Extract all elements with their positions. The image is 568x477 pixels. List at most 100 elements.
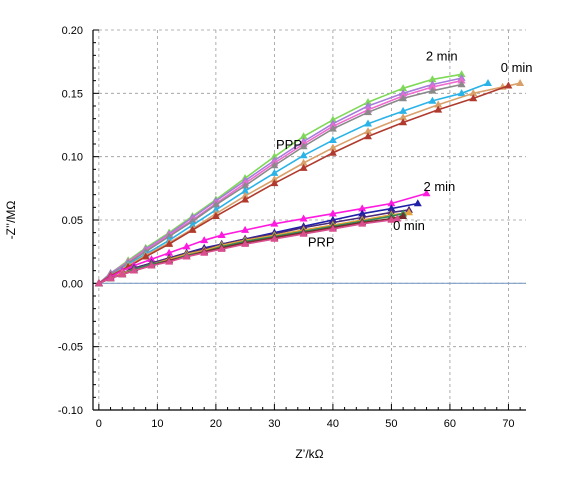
x-tick-label: 70 (502, 418, 514, 430)
data-point-marker (434, 100, 443, 108)
data-point-marker (387, 199, 396, 207)
data-point-marker (188, 217, 197, 225)
data-point-marker (217, 231, 226, 238)
data-point-marker (147, 261, 156, 269)
data-point-marker (457, 76, 466, 84)
data-point-marker (299, 163, 308, 171)
data-point-marker (364, 119, 372, 127)
annotation-label: PRP (308, 235, 335, 250)
data-point-marker (94, 279, 103, 287)
data-point-marker (457, 80, 466, 88)
x-tick-label: 10 (151, 418, 163, 430)
series-path (98, 82, 489, 284)
annotation-label: 0 min (501, 60, 533, 75)
y-tick-label: 0.10 (62, 152, 83, 164)
data-point-marker (147, 255, 156, 263)
data-point-marker (457, 70, 466, 78)
data-point-marker (270, 234, 279, 242)
x-tick-label: 30 (268, 418, 280, 430)
data-point-marker (516, 79, 525, 86)
data-point-marker (413, 199, 422, 207)
data-point-marker (457, 89, 466, 97)
annotations: 2 min 0 min PPP 2 min 0 min PRP (276, 48, 533, 249)
data-point-marker (211, 200, 220, 208)
data-point-marker (270, 168, 279, 176)
data-point-marker (387, 204, 396, 212)
data-point-marker (106, 274, 115, 282)
x-tick-label: 60 (444, 418, 456, 430)
data-point-marker (165, 239, 174, 247)
data-point-marker (241, 191, 250, 199)
data-point-marker (405, 208, 413, 216)
data-point-marker (399, 106, 408, 114)
data-series (94, 70, 525, 287)
data-point-marker (328, 115, 337, 123)
data-point-marker (241, 181, 250, 189)
data-point-marker (399, 118, 408, 126)
data-point-marker (387, 215, 396, 223)
data-point-marker (364, 108, 372, 116)
data-point-marker (270, 219, 279, 227)
annotation-label: 0 min (393, 218, 425, 233)
data-point-marker (358, 219, 367, 227)
data-point-marker (165, 248, 174, 256)
data-point-marker (270, 152, 279, 160)
data-point-marker (188, 220, 197, 228)
data-point-marker (328, 209, 337, 217)
data-point-marker (428, 96, 437, 104)
y-tick-label: 0.05 (62, 215, 83, 227)
data-point-marker (434, 105, 443, 113)
data-point-marker (182, 252, 191, 260)
data-point-marker (484, 79, 492, 86)
data-point-marker (358, 204, 367, 212)
data-point-marker (364, 101, 372, 109)
data-point-marker (328, 124, 337, 132)
data-point-marker (217, 244, 226, 252)
data-point-marker (399, 94, 408, 102)
data-point-marker (469, 94, 478, 102)
y-axis-title: -Z’’/MΩ (4, 201, 18, 240)
data-point-marker (200, 236, 209, 244)
data-point-marker (241, 239, 250, 247)
axes (92, 29, 526, 411)
data-point-marker (299, 158, 308, 166)
data-point-marker (299, 132, 308, 140)
data-point-marker (299, 229, 308, 237)
y-tick-label: -0.10 (58, 405, 83, 417)
data-point-marker (200, 248, 209, 256)
annotation-label: 2 min (424, 179, 456, 194)
y-tick-label: 0.20 (62, 25, 83, 37)
data-point-marker (270, 161, 279, 169)
tick-labels: 0 10 20 30 40 50 60 70 -0.10 -0.05 0.00 0.05 0.10 0.1… (58, 25, 515, 430)
data-point-marker (130, 266, 138, 274)
data-point-marker (364, 132, 372, 140)
series-line (94, 214, 402, 287)
annotation-label: 2 min (426, 48, 458, 63)
data-point-marker (141, 252, 150, 260)
data-point-marker (211, 212, 220, 219)
data-point-marker (165, 232, 174, 240)
data-point-marker (469, 89, 478, 97)
data-point-marker (364, 98, 372, 105)
y-tick-label: 0.00 (62, 278, 83, 290)
x-tick-label: 50 (385, 418, 397, 430)
data-point-marker (299, 151, 308, 159)
data-point-marker (270, 179, 279, 187)
data-point-marker (428, 82, 437, 90)
data-point-marker (328, 224, 337, 232)
data-point-marker (399, 84, 408, 92)
x-tick-label: 0 (96, 418, 102, 430)
data-point-marker (299, 142, 308, 150)
x-tick-label: 40 (327, 418, 339, 430)
data-point-marker (182, 242, 191, 250)
data-point-marker (358, 209, 367, 217)
data-point-marker (241, 186, 250, 194)
y-tick-label: 0.15 (62, 88, 83, 100)
y-tick-label: -0.05 (58, 342, 83, 354)
series-path (98, 217, 398, 285)
series-path (98, 192, 427, 285)
data-point-marker (241, 225, 250, 233)
data-point-marker (241, 195, 250, 203)
x-axis-title: Z’/kΩ (295, 447, 323, 461)
